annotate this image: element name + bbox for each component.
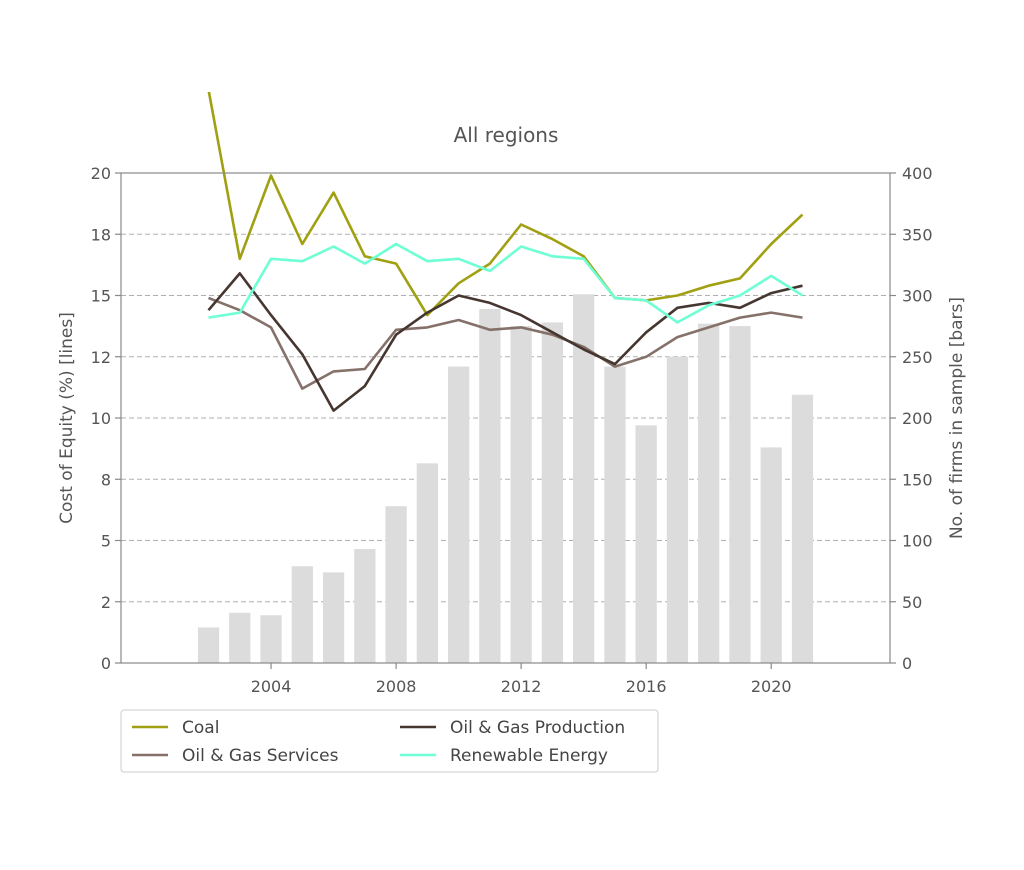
left-tick-label: 12 — [91, 348, 111, 367]
bar-2006 — [322, 572, 345, 663]
series-line-oil-gas-production — [207, 272, 803, 412]
x-tick-label: 2008 — [376, 677, 417, 696]
bar-2004 — [260, 615, 282, 663]
right-tick-label: 250 — [902, 348, 933, 367]
chart-title: All regions — [454, 123, 559, 147]
bar-2009 — [416, 463, 438, 663]
bar-2019 — [729, 326, 751, 663]
right-tick-label: 350 — [902, 225, 933, 244]
x-axis: 2004 2008 2012 2016 2020 — [251, 663, 792, 696]
series-line-coal — [207, 92, 804, 317]
bar-2020 — [760, 447, 782, 663]
x-tick-label: 2012 — [501, 677, 542, 696]
bar-2010 — [447, 366, 470, 663]
legend-frame — [120, 709, 659, 773]
bar-2018 — [698, 323, 720, 663]
bar-2012 — [510, 326, 532, 663]
left-tick-label: 10 — [91, 409, 111, 428]
right-y-axis: 0 50 100 150 200 250 300 350 400 — [890, 164, 933, 673]
right-tick-label: 400 — [902, 164, 933, 183]
left-tick-label: 8 — [101, 470, 111, 489]
right-tick-label: 200 — [902, 409, 933, 428]
right-tick-label: 100 — [902, 532, 933, 551]
left-tick-label: 5 — [101, 532, 111, 551]
left-axis-label: Cost of Equity (%) [lines] — [57, 312, 77, 524]
bar-2016 — [635, 425, 657, 663]
legend-label: Oil & Gas Production — [450, 718, 625, 738]
left-y-axis: 0 2 5 8 10 12 15 18 20 — [91, 164, 121, 673]
legend-label: Renewable Energy — [450, 746, 608, 766]
legend-label: Oil & Gas Services — [182, 746, 339, 766]
left-tick-label: 2 — [101, 593, 111, 612]
left-tick-label: 18 — [91, 225, 111, 244]
bar-2007 — [354, 549, 376, 663]
bar-2003 — [229, 612, 251, 663]
bar-2014 — [573, 294, 595, 663]
right-tick-label: 300 — [902, 287, 933, 306]
bar-2008 — [385, 506, 407, 663]
x-tick-label: 2004 — [251, 677, 292, 696]
bar-2017 — [666, 356, 689, 663]
legend: Coal Oil & Gas Services Oil & Gas Producti… — [120, 709, 659, 773]
right-tick-label: 50 — [902, 593, 922, 612]
left-tick-label: 20 — [91, 164, 111, 183]
lines-layer — [207, 92, 804, 412]
bar-2021 — [791, 394, 814, 663]
x-tick-label: 2020 — [751, 677, 792, 696]
right-tick-label: 0 — [902, 654, 912, 673]
bar-2013 — [541, 322, 564, 663]
bar-2002 — [197, 627, 220, 663]
legend-label: Coal — [182, 718, 219, 738]
left-tick-label: 0 — [101, 654, 111, 673]
bar-2011 — [479, 308, 501, 663]
x-tick-label: 2016 — [626, 677, 667, 696]
bar-2005 — [291, 566, 313, 663]
series-line-oil-gas-services — [208, 296, 803, 390]
bars-layer — [197, 294, 814, 663]
right-axis-label: No. of firms in sample [bars] — [947, 297, 967, 539]
series-line-renewable-energy — [208, 242, 804, 324]
right-tick-label: 150 — [902, 470, 933, 489]
bar-2015 — [604, 366, 626, 663]
left-tick-label: 15 — [91, 287, 111, 306]
